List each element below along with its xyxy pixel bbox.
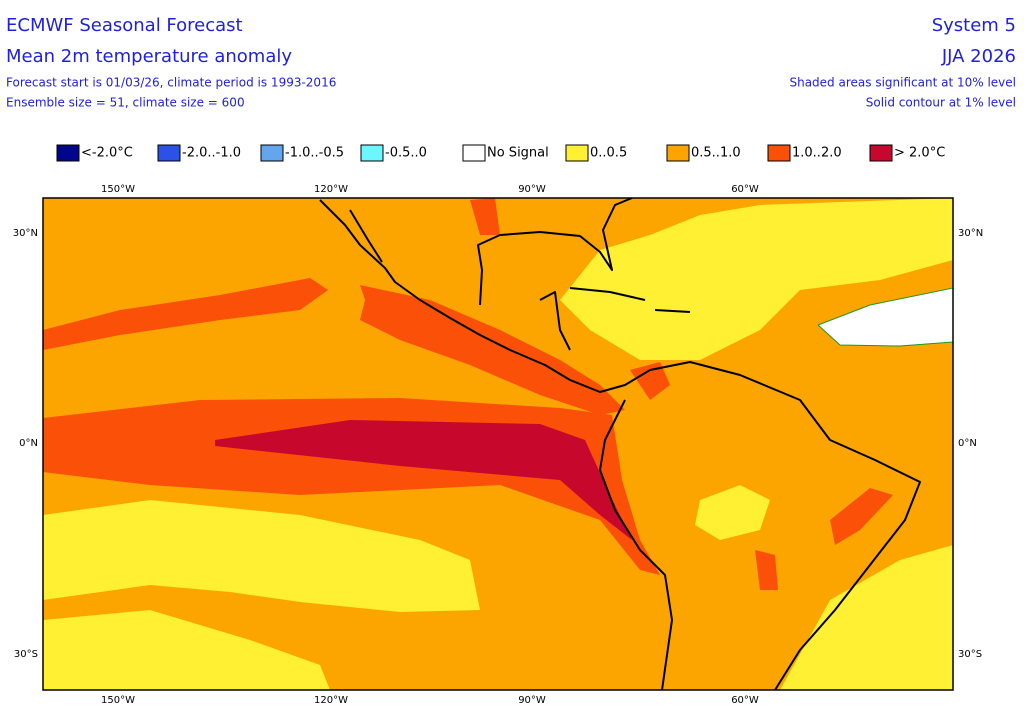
legend-swatch	[360, 144, 384, 162]
lat-labels: 30°N 0°N 30°S 30°N 0°N 30°S	[13, 228, 983, 660]
lat-label: 0°N	[958, 438, 977, 449]
title: ECMWF Seasonal Forecast	[6, 15, 243, 36]
note: Solid contour at 1% level	[866, 96, 1016, 110]
info-line: Forecast start is 01/03/26, climate peri…	[6, 76, 336, 90]
legend-label: 0..0.5	[590, 146, 627, 161]
lon-label: 150°W	[101, 695, 135, 706]
legend-swatch	[666, 144, 690, 162]
legend-swatch	[565, 144, 589, 162]
legend-label: > 2.0°C	[894, 146, 945, 161]
map-frame	[42, 197, 954, 691]
legend-swatch	[157, 144, 181, 162]
lat-label: 30°S	[958, 649, 982, 660]
lon-label: 150°W	[101, 184, 135, 195]
lat-label: 30°N	[958, 228, 983, 239]
legend-label: -2.0..-1.0	[182, 146, 241, 161]
lon-label: 120°W	[314, 695, 348, 706]
legend-swatch	[260, 144, 284, 162]
legend-label: <-2.0°C	[81, 146, 133, 161]
coastline	[319, 198, 921, 690]
lon-label: 120°W	[314, 184, 348, 195]
anomaly-field	[43, 198, 953, 690]
lon-label: 60°W	[731, 695, 759, 706]
subtitle: Mean 2m temperature anomaly	[6, 46, 292, 67]
legend-label: -1.0..-0.5	[285, 146, 344, 161]
lat-label: 30°S	[14, 649, 38, 660]
lon-label: 90°W	[518, 184, 546, 195]
lon-labels: 150°W 120°W 90°W 60°W 150°W 120°W 90°W 6…	[101, 184, 759, 706]
info-line: Ensemble size = 51, climate size = 600	[6, 96, 245, 110]
lon-label: 90°W	[518, 695, 546, 706]
legend-label: No Signal	[487, 146, 549, 161]
legend-label: -0.5..0	[385, 146, 427, 161]
legend-swatch	[462, 144, 486, 162]
lon-label: 60°W	[731, 184, 759, 195]
lat-label: 0°N	[19, 438, 38, 449]
period: JJA 2026	[941, 46, 1016, 67]
legend-swatch	[767, 144, 791, 162]
legend-swatch	[869, 144, 893, 162]
legend-swatch	[56, 144, 80, 162]
legend-label: 0.5..1.0	[691, 146, 741, 161]
system: System 5	[932, 15, 1016, 36]
note: Shaded areas significant at 10% level	[789, 76, 1016, 90]
legend: <-2.0°C -2.0..-1.0 -1.0..-0.5 -0.5..0 No Sig…	[56, 144, 945, 162]
lat-label: 30°N	[13, 228, 38, 239]
legend-label: 1.0..2.0	[792, 146, 842, 161]
